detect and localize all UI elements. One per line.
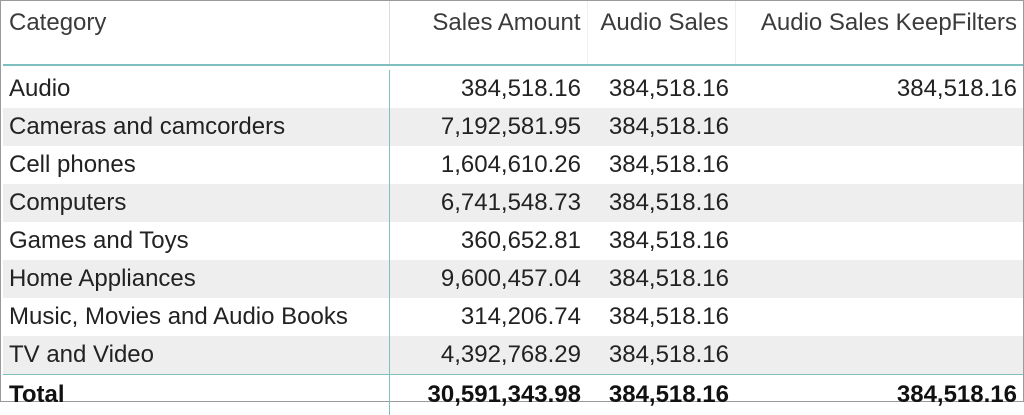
category-cell: Games and Toys <box>3 222 389 260</box>
sales-amount-cell: 314,206.74 <box>389 298 587 336</box>
audio-sales-cell: 384,518.16 <box>587 70 735 108</box>
column-header-category[interactable]: Category <box>3 1 389 65</box>
sales-amount-cell: 7,192,581.95 <box>389 108 587 146</box>
audio-sales-keepfilters-cell: 384,518.16 <box>735 70 1023 108</box>
category-cell: Cameras and camcorders <box>3 108 389 146</box>
category-cell: Music, Movies and Audio Books <box>3 298 389 336</box>
sales-amount-cell: 4,392,768.29 <box>389 336 587 375</box>
audio-sales-keepfilters-cell <box>735 184 1023 222</box>
data-table: Category Sales Amount Audio Sales Audio … <box>3 1 1023 415</box>
audio-sales-cell: 384,518.16 <box>587 108 735 146</box>
table-row: TV and Video 4,392,768.29 384,518.16 <box>3 336 1023 375</box>
table-row: Music, Movies and Audio Books 314,206.74… <box>3 298 1023 336</box>
audio-sales-keepfilters-cell <box>735 108 1023 146</box>
audio-sales-cell: 384,518.16 <box>587 298 735 336</box>
sales-amount-cell: 6,741,548.73 <box>389 184 587 222</box>
audio-sales-keepfilters-cell <box>735 260 1023 298</box>
table-row: Computers 6,741,548.73 384,518.16 <box>3 184 1023 222</box>
table-row: Audio 384,518.16 384,518.16 384,518.16 <box>3 70 1023 108</box>
audio-sales-cell: 384,518.16 <box>587 260 735 298</box>
category-cell: TV and Video <box>3 336 389 375</box>
table-row: Cell phones 1,604,610.26 384,518.16 <box>3 146 1023 184</box>
sales-amount-cell: 9,600,457.04 <box>389 260 587 298</box>
category-cell: Cell phones <box>3 146 389 184</box>
audio-sales-cell: 384,518.16 <box>587 336 735 375</box>
column-header-audio-sales-keepfilters[interactable]: Audio Sales KeepFilters <box>735 1 1023 65</box>
total-row: Total 30,591,343.98 384,518.16 384,518.1… <box>3 375 1023 415</box>
table-row: Games and Toys 360,652.81 384,518.16 <box>3 222 1023 260</box>
audio-sales-keepfilters-cell <box>735 222 1023 260</box>
table-row: Home Appliances 9,600,457.04 384,518.16 <box>3 260 1023 298</box>
total-sales-amount: 30,591,343.98 <box>389 375 587 415</box>
header-row: Category Sales Amount Audio Sales Audio … <box>3 1 1023 65</box>
category-cell: Audio <box>3 70 389 108</box>
audio-sales-cell: 384,518.16 <box>587 184 735 222</box>
category-cell: Home Appliances <box>3 260 389 298</box>
audio-sales-keepfilters-cell <box>735 336 1023 375</box>
total-label: Total <box>3 375 389 415</box>
total-audio-sales: 384,518.16 <box>587 375 735 415</box>
column-header-audio-sales[interactable]: Audio Sales <box>587 1 735 65</box>
table-row: Cameras and camcorders 7,192,581.95 384,… <box>3 108 1023 146</box>
sales-amount-cell: 360,652.81 <box>389 222 587 260</box>
audio-sales-keepfilters-cell <box>735 146 1023 184</box>
audio-sales-cell: 384,518.16 <box>587 146 735 184</box>
sales-amount-cell: 1,604,610.26 <box>389 146 587 184</box>
total-audio-sales-keepfilters: 384,518.16 <box>735 375 1023 415</box>
audio-sales-keepfilters-cell <box>735 298 1023 336</box>
matrix-visual: Category Sales Amount Audio Sales Audio … <box>0 0 1024 402</box>
category-cell: Computers <box>3 184 389 222</box>
column-header-sales-amount[interactable]: Sales Amount <box>389 1 587 65</box>
audio-sales-cell: 384,518.16 <box>587 222 735 260</box>
sales-amount-cell: 384,518.16 <box>389 70 587 108</box>
